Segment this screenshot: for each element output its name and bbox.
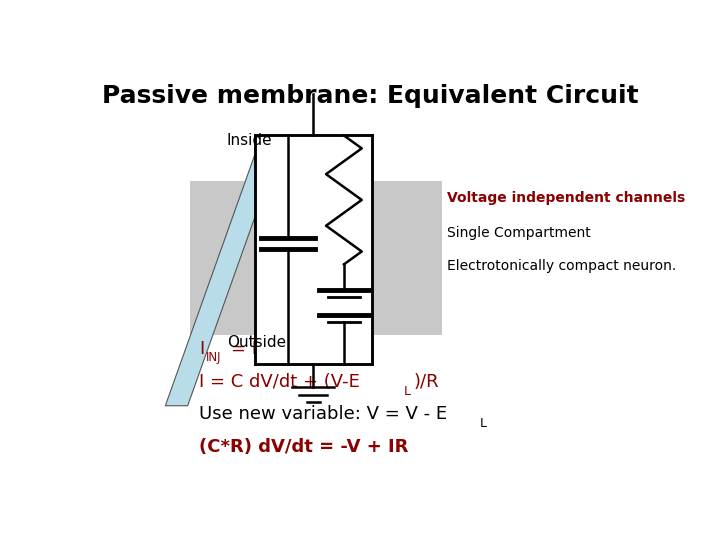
Text: Inside: Inside: [227, 133, 272, 148]
Text: = I: = I: [231, 340, 257, 358]
Text: Outside: Outside: [227, 335, 286, 350]
Text: I = C dV/dt + (V-E: I = C dV/dt + (V-E: [199, 373, 360, 391]
Text: Voltage independent channels: Voltage independent channels: [447, 191, 685, 205]
Text: L: L: [404, 384, 411, 397]
Text: Single Compartment: Single Compartment: [447, 226, 591, 240]
Text: I: I: [199, 340, 204, 358]
Bar: [190, 181, 441, 335]
Bar: [255, 136, 372, 364]
Text: )/R: )/R: [413, 373, 439, 391]
Text: Use new variable: V = V - E: Use new variable: V = V - E: [199, 405, 447, 423]
Text: Electrotonically compact neuron.: Electrotonically compact neuron.: [447, 259, 676, 273]
Text: L: L: [480, 416, 487, 429]
Polygon shape: [166, 140, 282, 406]
Text: (C*R) dV/dt = -V + IR: (C*R) dV/dt = -V + IR: [199, 438, 408, 456]
Text: Passive membrane: Equivalent Circuit: Passive membrane: Equivalent Circuit: [102, 84, 638, 108]
Text: INJ: INJ: [206, 351, 222, 364]
